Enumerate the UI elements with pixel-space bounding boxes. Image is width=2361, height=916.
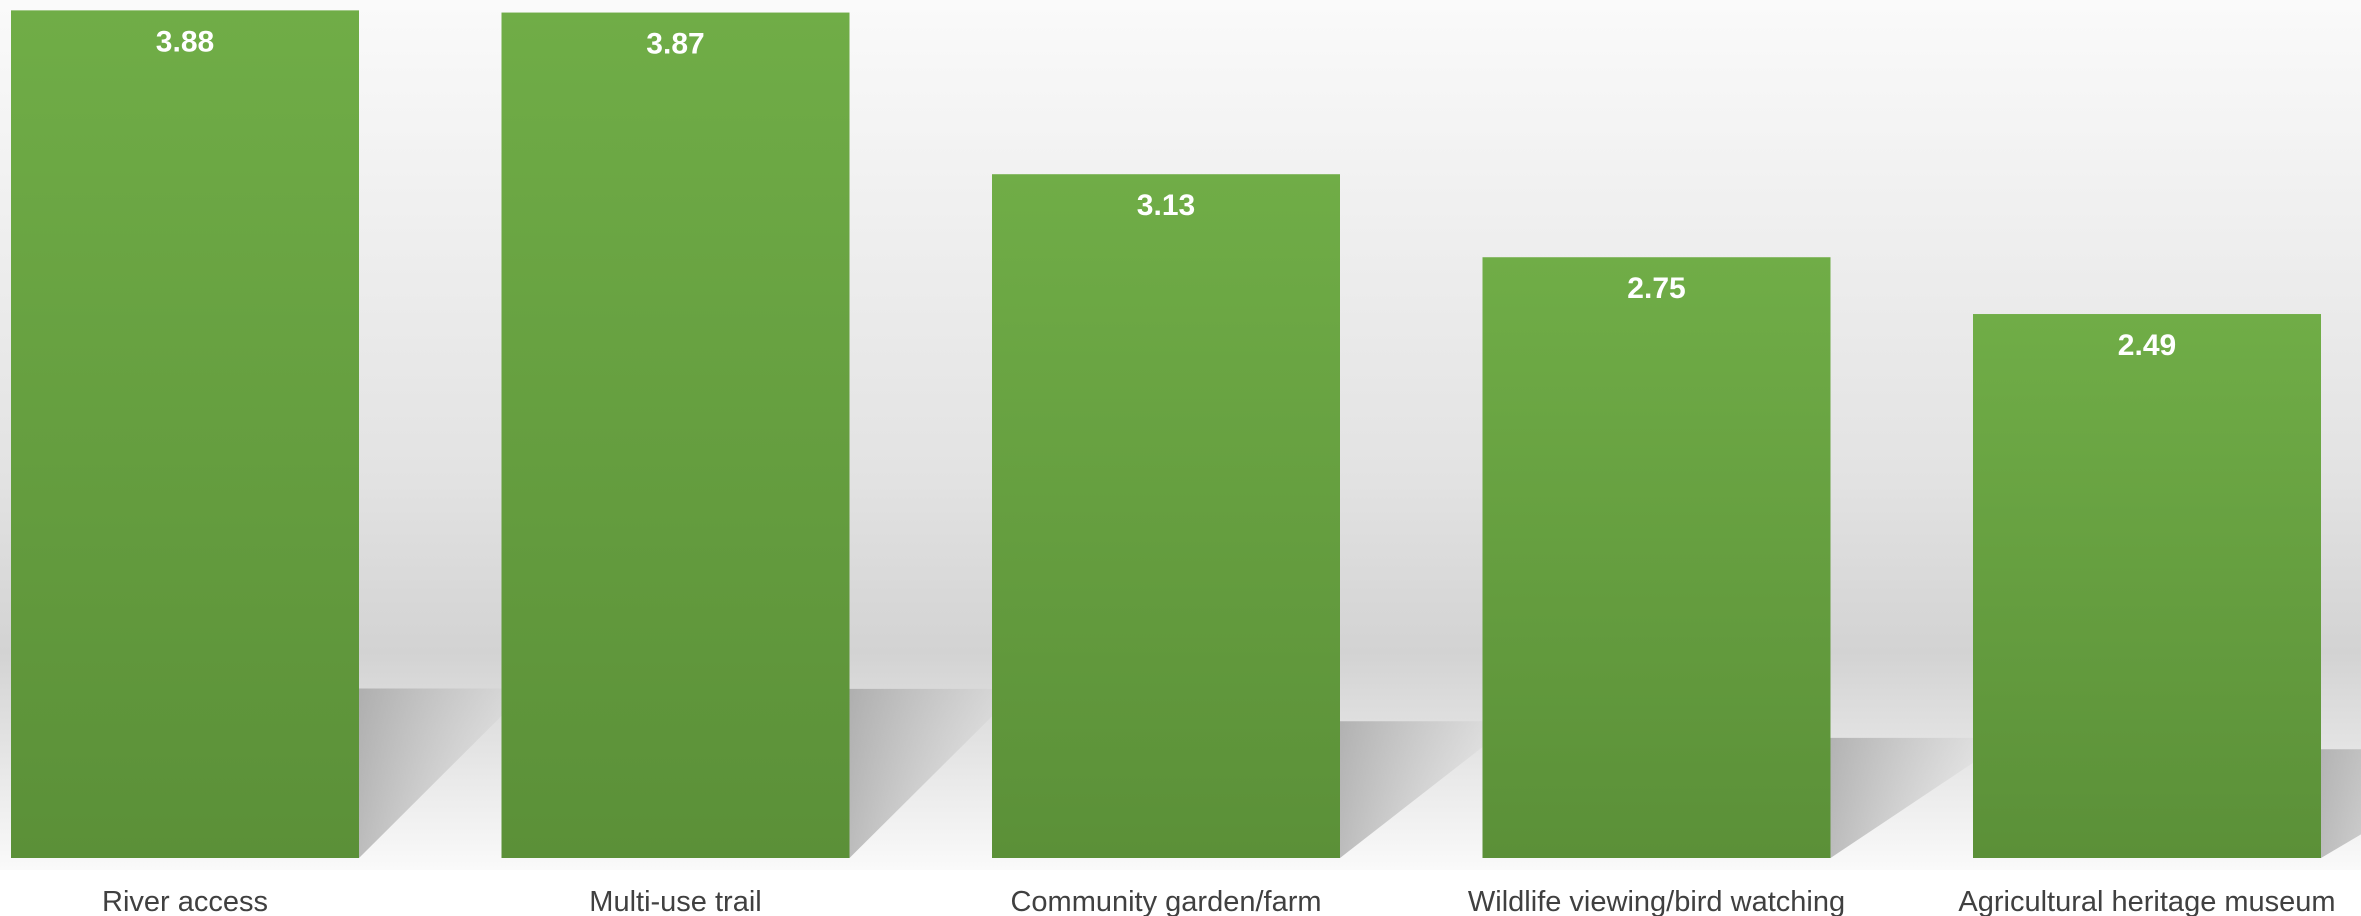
bar-shadow [359, 688, 509, 858]
category-axis: River access Multi-use trail Community gar… [102, 886, 2336, 916]
bar [11, 10, 359, 859]
category-label: Agricultural heritage museum [1958, 886, 2335, 916]
bar-shadows [359, 688, 2361, 858]
data-label: 3.87 [646, 28, 704, 61]
data-label: 2.49 [2118, 329, 2176, 362]
data-label: 2.75 [1627, 272, 1685, 305]
data-labels: 3.88 3.87 3.13 2.75 2.49 [156, 25, 2176, 362]
bar [992, 174, 1340, 858]
bar [1973, 314, 2321, 858]
bar-shadow [849, 688, 1000, 858]
category-label: River access [102, 886, 268, 916]
category-label: Wildlife viewing/bird watching [1468, 886, 1845, 916]
bars [11, 10, 2321, 859]
bar-shadow [1340, 721, 1490, 858]
data-label: 3.13 [1137, 189, 1195, 222]
bar [1482, 257, 1831, 858]
category-label: Community garden/farm [1010, 886, 1321, 916]
data-label: 3.88 [156, 25, 214, 58]
bar-shadow [2321, 749, 2361, 858]
bar [501, 12, 850, 859]
category-label: Multi-use trail [589, 886, 761, 916]
bar-shadow [1830, 737, 1981, 858]
